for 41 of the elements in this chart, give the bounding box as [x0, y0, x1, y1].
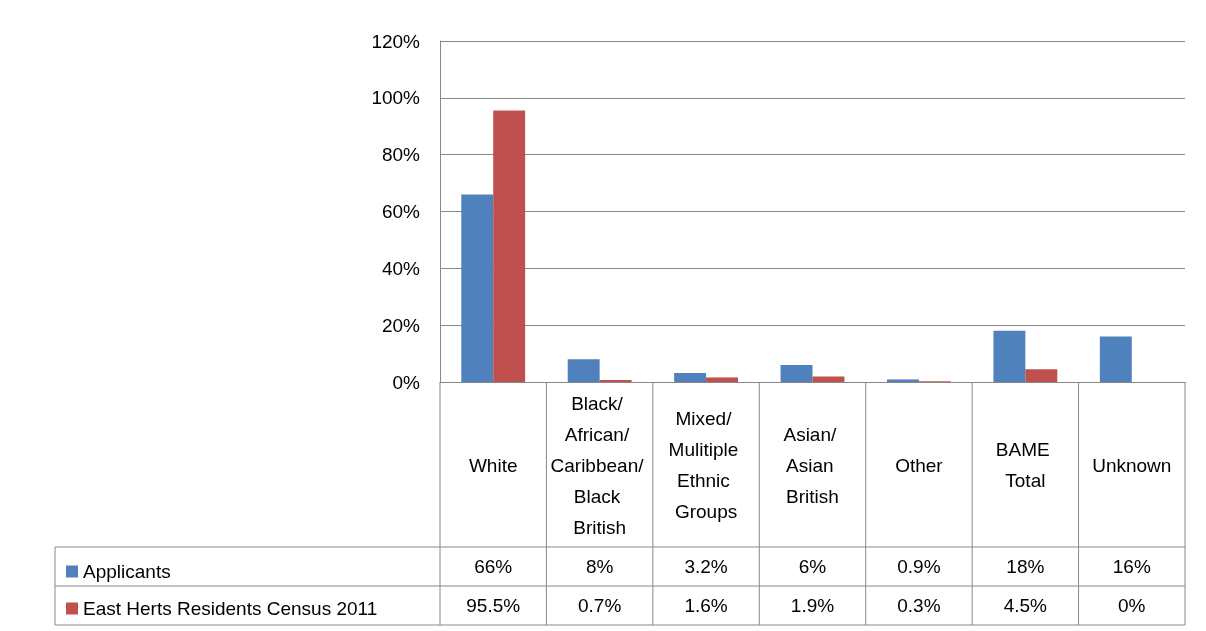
bar [493, 110, 526, 382]
x-tick-label: White [468, 454, 518, 476]
bar [780, 364, 813, 382]
y-tick-label: 60% [381, 201, 421, 222]
data-label: 66% [474, 556, 513, 577]
y-tick-label: 40% [381, 257, 421, 279]
x-tick-label: Black/ African/ Caribbean/ Black British [550, 392, 649, 538]
data-label: 16% [1112, 556, 1151, 577]
y-tick-label: 80% [381, 144, 421, 166]
y-tick-label: 0% [392, 371, 421, 393]
data-label: 3.2% [684, 556, 728, 577]
bar [674, 372, 707, 382]
x-tick-label: Unknown [1092, 454, 1172, 476]
data-label: 0.3% [897, 595, 941, 616]
x-tick-label: Other [895, 454, 944, 476]
y-tick-label: 20% [381, 314, 421, 336]
legend-label: Applicants [83, 561, 171, 582]
data-label: 1.9% [790, 595, 835, 616]
bar [461, 194, 494, 382]
data-label: 0.9% [897, 556, 941, 577]
data-label: 1.6% [684, 595, 728, 616]
x-tick-label: Asian/ Asian British [783, 423, 842, 507]
legend-label: East Herts Residents Census 2011 [83, 598, 378, 619]
x-tick-label: BAME Total [995, 439, 1055, 491]
bar [887, 379, 919, 382]
bar [1099, 336, 1132, 382]
y-tick-label: 100% [371, 87, 421, 109]
bar [812, 376, 845, 382]
data-label: 8% [585, 556, 614, 577]
bar [567, 359, 600, 382]
data-label: 4.5% [1003, 595, 1048, 616]
data-label: 6% [798, 556, 827, 577]
data-label: 95.5% [466, 595, 521, 616]
bar [1025, 369, 1058, 382]
data-label: 18% [1006, 556, 1045, 577]
bar [706, 377, 738, 382]
x-tick-label: Mixed/ Mulitiple Ethnic Groups [668, 408, 744, 522]
data-label: 0% [1118, 595, 1146, 616]
y-tick-label: 120% [371, 30, 421, 52]
bar [993, 330, 1026, 382]
data-label: 0.7% [577, 595, 622, 616]
